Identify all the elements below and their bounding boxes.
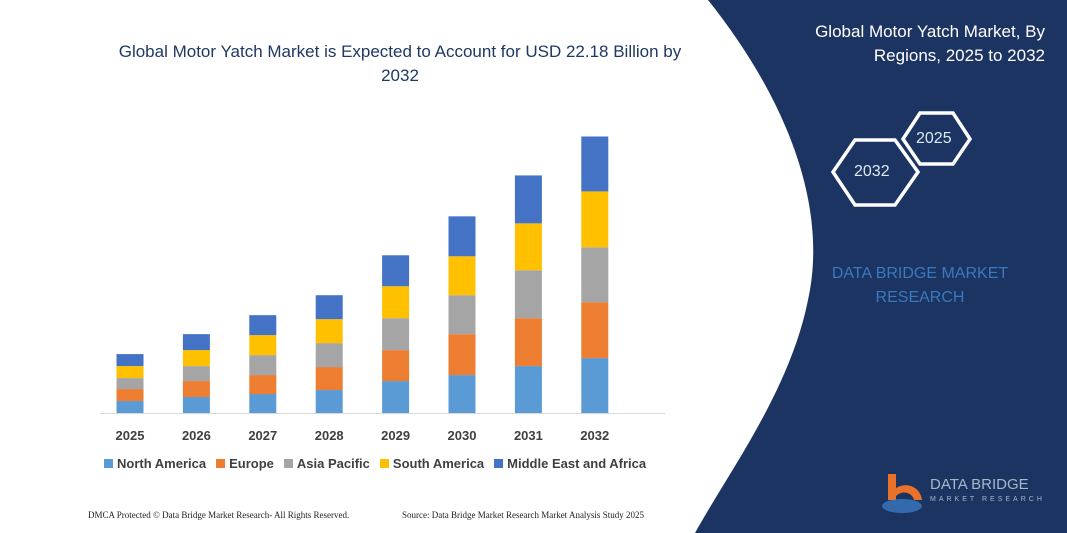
stacked-bar-chart: 2025 2026 2027 2028 2029 2030 2031 2032 — [100, 136, 665, 443]
bar-segment-2026-south-america — [182, 350, 210, 367]
logo-text: DATA BRIDGE — [930, 476, 1029, 493]
bar-segment-2031-south-america — [514, 223, 542, 271]
bar-segment-2031-north-america — [514, 366, 542, 413]
bar-segment-2026-north-america — [182, 397, 210, 413]
legend-swatch — [283, 459, 293, 468]
bar-segment-2025-asia-pacific — [116, 378, 144, 390]
bar-segment-2031-asia-pacific — [514, 270, 542, 319]
chart-title: Global Motor Yatch Market is Expected to… — [118, 42, 682, 85]
logo-subtext: MARKET RESEARCH — [930, 496, 1045, 503]
bar-segment-2030-south-america — [448, 256, 476, 296]
x-tick-label: 2025 — [116, 428, 145, 443]
panel-title: Global Motor Yatch Market, By Regions, 2… — [815, 22, 1045, 65]
legend-item: South America — [379, 456, 485, 471]
bar-segment-2027-europe — [249, 375, 277, 395]
footer-copyright: DMCA Protected © Data Bridge Market Rese… — [88, 510, 350, 520]
bar-segment-2026-middle-east-and-africa — [182, 334, 210, 351]
legend-swatch — [494, 459, 504, 468]
legend-label: South America — [392, 456, 485, 471]
bar-segment-2028-asia-pacific — [315, 343, 343, 368]
hex-label-2032: 2032 — [854, 163, 890, 180]
legend-label: Asia Pacific — [296, 456, 370, 471]
bar-segment-2028-south-america — [315, 319, 343, 344]
legend-item: North America — [104, 456, 206, 471]
bar-segment-2030-north-america — [448, 375, 476, 413]
bar-segment-2027-north-america — [249, 394, 277, 413]
hex-label-2025: 2025 — [916, 130, 952, 147]
brand-text: DATA BRIDGE MARKET RESEARCH — [831, 265, 1009, 306]
legend-swatch — [216, 459, 226, 468]
bar-segment-2030-middle-east-and-africa — [448, 216, 476, 257]
hexagon-2025 — [900, 111, 973, 166]
legend-swatch — [104, 459, 113, 468]
hexagon-2032 — [830, 138, 921, 207]
bar-segment-2027-asia-pacific — [249, 355, 277, 376]
footer-source: Source: Data Bridge Market Research Mark… — [402, 510, 644, 520]
navy-panel — [695, 0, 1067, 533]
x-tick-label: 2029 — [381, 428, 410, 443]
x-tick-label: 2030 — [448, 428, 477, 443]
bar-segment-2026-europe — [182, 381, 210, 398]
chart-legend: North America Europe Asia Pacific South Ame… — [104, 456, 646, 471]
bar-segment-2025-europe — [116, 389, 144, 402]
bar-segment-2031-europe — [514, 318, 542, 367]
data-bridge-logo-icon — [882, 474, 922, 513]
bar-segment-2029-south-america — [382, 286, 410, 319]
legend-item: Europe — [216, 456, 274, 471]
bar-segment-2032-europe — [581, 302, 609, 359]
bar-segment-2025-north-america — [116, 401, 144, 413]
bar-segment-2032-south-america — [581, 191, 609, 248]
bar-segment-2029-middle-east-and-africa — [382, 255, 410, 287]
bar-segment-2029-asia-pacific — [382, 318, 410, 351]
bar-segment-2029-north-america — [382, 381, 410, 413]
bar-segment-2026-asia-pacific — [182, 366, 210, 382]
x-tick-label: 2027 — [248, 428, 277, 443]
legend-label: Europe — [229, 456, 274, 471]
bar-segment-2027-south-america — [249, 335, 277, 356]
x-tick-label: 2026 — [182, 428, 211, 443]
bar-segment-2025-south-america — [116, 366, 144, 379]
legend-label: Middle East and Africa — [507, 456, 647, 471]
bar-segment-2029-europe — [382, 350, 410, 382]
bar-segment-2030-europe — [448, 334, 476, 376]
bar-segment-2028-europe — [315, 367, 343, 391]
legend-swatch — [379, 459, 389, 468]
x-tick-label: 2028 — [315, 428, 344, 443]
bar-segment-2025-middle-east-and-africa — [116, 354, 144, 367]
legend-item: Middle East and Africa — [494, 456, 646, 471]
bar-segment-2030-asia-pacific — [448, 295, 476, 335]
bar-segment-2031-middle-east-and-africa — [514, 175, 542, 224]
bar-segment-2032-middle-east-and-africa — [581, 136, 609, 192]
legend-item: Asia Pacific — [283, 456, 370, 471]
bar-segment-2032-asia-pacific — [581, 247, 609, 303]
legend-label: North America — [117, 456, 207, 471]
bar-segment-2032-north-america — [581, 358, 609, 413]
bar-segment-2028-middle-east-and-africa — [315, 295, 343, 320]
x-tick-label: 2032 — [580, 428, 609, 443]
bar-segment-2027-middle-east-and-africa — [249, 315, 277, 336]
x-tick-label: 2031 — [514, 428, 543, 443]
bar-segment-2028-north-america — [315, 390, 343, 413]
